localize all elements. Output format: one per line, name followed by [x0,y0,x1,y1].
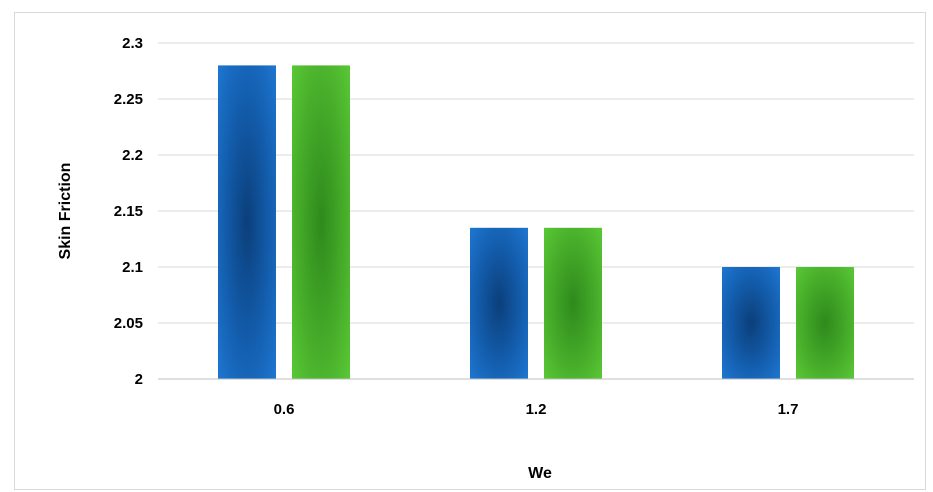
y-tick-label: 2.15 [114,203,143,220]
bars [158,65,914,380]
bar-series-2-0.6 [292,65,350,380]
y-tick-label: 2.05 [114,315,143,332]
x-axis-title: We [528,465,552,482]
bar-series-2-1.7 [796,267,854,379]
x-axis-ticks: 0.6 1.2 1.7 [274,401,799,418]
y-tick-label: 2 [135,371,143,388]
y-tick-label: 2.25 [114,91,143,108]
y-axis-ticks: 2 2.05 2.1 2.15 2.2 2.25 2.3 [114,35,143,388]
y-tick-label: 2.1 [122,259,143,276]
bar-series-1-1.7 [722,267,780,379]
bar-series-1-1.2 [470,227,528,379]
x-tick-label: 1.2 [526,401,547,418]
bar-series-2-1.2 [544,227,602,379]
y-tick-label: 2.3 [122,35,143,52]
x-tick-label: 1.7 [778,401,799,418]
x-tick-label: 0.6 [274,401,295,418]
y-tick-label: 2.2 [122,147,143,164]
bar-series-1-0.6 [218,65,276,380]
y-axis-title: Skin Friction [57,163,74,260]
